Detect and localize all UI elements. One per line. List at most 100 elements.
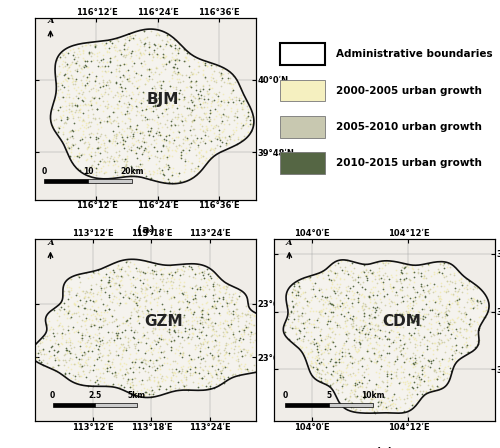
Point [360, 394, 368, 401]
Point [218, 66, 226, 73]
Point [183, 367, 191, 375]
Point [84, 382, 92, 389]
Point [382, 261, 390, 268]
Point [172, 268, 179, 276]
Point [192, 344, 200, 351]
Point [101, 145, 109, 152]
Point [194, 62, 202, 69]
Point [68, 340, 76, 347]
Point [182, 133, 190, 140]
Point [306, 307, 314, 314]
Point [62, 67, 70, 74]
Point [82, 76, 90, 83]
Point [406, 316, 414, 323]
Point [372, 369, 380, 376]
Point [292, 331, 300, 338]
Point [54, 128, 62, 135]
Point [188, 357, 196, 364]
Point [54, 56, 62, 64]
Point [324, 267, 332, 275]
Point [218, 302, 226, 310]
Point [108, 382, 116, 389]
Point [472, 284, 480, 291]
Point [445, 321, 453, 328]
Point [300, 335, 308, 342]
Point [197, 313, 205, 320]
Point [214, 365, 222, 372]
Point [336, 348, 344, 355]
Point [332, 370, 340, 377]
Point [304, 303, 312, 310]
Point [171, 57, 179, 64]
Point [173, 45, 181, 52]
Point [91, 41, 99, 48]
Point [97, 312, 105, 319]
Point [158, 279, 166, 286]
Point [141, 60, 149, 67]
Point [142, 145, 150, 152]
Point [97, 284, 105, 291]
Point [365, 315, 373, 322]
Point [64, 50, 72, 57]
Point [328, 362, 336, 370]
Point [298, 343, 306, 350]
Point [350, 320, 358, 327]
Point [148, 364, 156, 371]
Point [443, 301, 451, 308]
Point [116, 138, 124, 146]
Point [427, 316, 435, 323]
Point [373, 260, 381, 267]
Point [87, 99, 95, 107]
Point [162, 321, 170, 328]
Point [363, 387, 371, 394]
Point [74, 313, 82, 320]
Point [234, 293, 242, 300]
Point [145, 66, 153, 73]
Point [406, 378, 413, 385]
Point [156, 31, 164, 39]
Point [134, 378, 142, 385]
Point [98, 92, 106, 99]
Point [116, 365, 124, 372]
Point [82, 63, 90, 70]
Point [220, 331, 228, 338]
Point [128, 103, 136, 110]
Point [434, 345, 442, 352]
Point [142, 106, 150, 113]
Point [322, 332, 330, 340]
Point [425, 303, 433, 310]
Point [154, 99, 162, 106]
Point [152, 308, 160, 315]
Point [167, 118, 175, 125]
Point [216, 136, 224, 143]
Point [162, 145, 170, 152]
Point [334, 356, 342, 363]
Point [210, 327, 218, 334]
Point [445, 324, 453, 332]
Point [72, 59, 80, 66]
Point [216, 299, 224, 306]
Point [318, 270, 326, 277]
Point [224, 321, 232, 328]
Point [410, 329, 418, 336]
Point [310, 335, 318, 342]
Point [202, 132, 209, 139]
Point [360, 323, 368, 330]
Point [220, 112, 228, 119]
Point [228, 296, 235, 303]
Point [135, 45, 143, 52]
Point [407, 332, 415, 339]
Point [163, 311, 171, 319]
Point [463, 341, 471, 349]
Point [356, 395, 364, 402]
Point [214, 351, 222, 358]
Point [384, 349, 392, 357]
Point [143, 102, 151, 109]
Point [94, 87, 102, 94]
Point [306, 274, 314, 281]
Point [186, 83, 194, 90]
Point [156, 43, 164, 50]
Point [355, 328, 363, 336]
Point [92, 377, 100, 384]
Point [330, 300, 338, 307]
